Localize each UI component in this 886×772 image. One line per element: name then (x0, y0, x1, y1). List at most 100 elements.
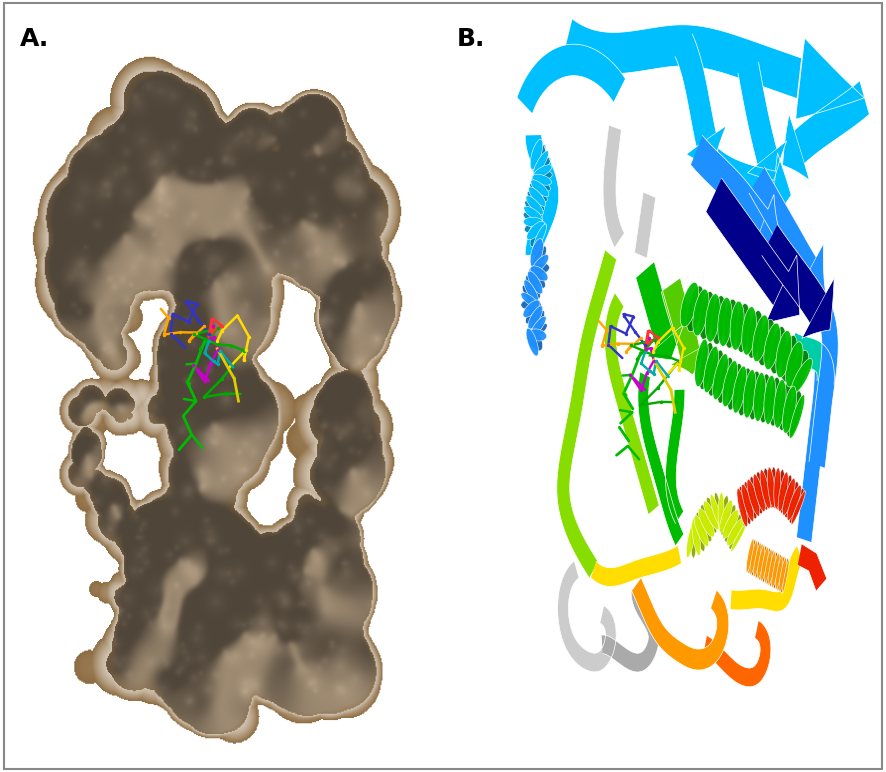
Polygon shape (748, 141, 787, 180)
Ellipse shape (705, 294, 720, 342)
Ellipse shape (530, 183, 548, 201)
Polygon shape (661, 278, 700, 359)
Ellipse shape (748, 540, 756, 574)
Ellipse shape (531, 263, 549, 274)
Ellipse shape (764, 468, 773, 508)
Ellipse shape (526, 328, 539, 356)
Ellipse shape (742, 484, 754, 522)
Polygon shape (525, 135, 559, 256)
Ellipse shape (773, 380, 786, 428)
Ellipse shape (789, 489, 804, 523)
Polygon shape (517, 44, 626, 113)
Ellipse shape (699, 343, 713, 390)
Text: A.: A. (19, 27, 49, 51)
Ellipse shape (703, 346, 719, 393)
Ellipse shape (749, 371, 761, 420)
Ellipse shape (760, 469, 771, 509)
Ellipse shape (758, 374, 771, 423)
Ellipse shape (529, 187, 546, 206)
Ellipse shape (524, 217, 543, 227)
Ellipse shape (775, 556, 783, 590)
Ellipse shape (711, 296, 727, 344)
Ellipse shape (531, 180, 548, 197)
Ellipse shape (718, 493, 724, 530)
Polygon shape (709, 148, 775, 208)
Ellipse shape (753, 543, 761, 577)
Ellipse shape (754, 373, 766, 422)
Ellipse shape (752, 315, 769, 362)
Polygon shape (603, 126, 624, 248)
Ellipse shape (747, 310, 763, 358)
Ellipse shape (781, 475, 792, 513)
Ellipse shape (522, 286, 538, 306)
Polygon shape (557, 561, 616, 672)
Ellipse shape (532, 171, 552, 181)
Ellipse shape (772, 554, 780, 587)
Ellipse shape (753, 474, 766, 512)
Polygon shape (809, 308, 838, 468)
Ellipse shape (766, 550, 773, 584)
Ellipse shape (527, 271, 543, 294)
Ellipse shape (530, 323, 548, 338)
Ellipse shape (778, 472, 789, 511)
Ellipse shape (693, 289, 709, 336)
Ellipse shape (781, 559, 789, 593)
Ellipse shape (770, 327, 786, 374)
Ellipse shape (526, 328, 542, 351)
Ellipse shape (746, 539, 754, 573)
Ellipse shape (693, 518, 705, 551)
Ellipse shape (738, 368, 751, 416)
Ellipse shape (787, 391, 802, 437)
Polygon shape (632, 578, 729, 670)
Ellipse shape (742, 306, 757, 355)
Ellipse shape (755, 543, 763, 578)
Ellipse shape (759, 546, 766, 580)
Polygon shape (638, 372, 684, 546)
Ellipse shape (533, 151, 548, 175)
Ellipse shape (530, 222, 546, 247)
Ellipse shape (526, 222, 545, 239)
Polygon shape (647, 324, 684, 360)
Ellipse shape (751, 542, 759, 576)
Ellipse shape (791, 491, 805, 525)
Polygon shape (797, 544, 827, 591)
Ellipse shape (719, 496, 728, 531)
Ellipse shape (771, 467, 778, 508)
Polygon shape (751, 195, 782, 255)
Ellipse shape (692, 520, 701, 556)
Polygon shape (750, 167, 816, 285)
Ellipse shape (781, 335, 797, 382)
Ellipse shape (524, 206, 542, 221)
Polygon shape (636, 262, 674, 348)
Ellipse shape (703, 501, 719, 530)
Polygon shape (706, 178, 789, 306)
Ellipse shape (770, 552, 778, 587)
Ellipse shape (718, 357, 733, 403)
Ellipse shape (787, 485, 801, 520)
Ellipse shape (528, 306, 543, 329)
Ellipse shape (525, 275, 540, 299)
Polygon shape (703, 621, 771, 687)
Ellipse shape (776, 330, 792, 378)
Ellipse shape (725, 515, 742, 542)
Ellipse shape (761, 547, 768, 581)
Polygon shape (802, 278, 834, 338)
Ellipse shape (694, 516, 709, 547)
Ellipse shape (524, 212, 542, 223)
Ellipse shape (532, 177, 550, 191)
Polygon shape (795, 243, 826, 300)
Ellipse shape (708, 350, 724, 396)
Ellipse shape (723, 510, 739, 538)
Ellipse shape (791, 358, 812, 394)
Ellipse shape (724, 300, 738, 348)
Ellipse shape (750, 476, 763, 514)
Ellipse shape (532, 174, 552, 185)
Ellipse shape (767, 467, 775, 508)
Ellipse shape (533, 157, 550, 177)
Ellipse shape (744, 482, 757, 519)
Ellipse shape (521, 299, 540, 310)
Ellipse shape (733, 366, 747, 413)
Polygon shape (634, 192, 656, 258)
Ellipse shape (779, 557, 787, 592)
Ellipse shape (533, 164, 552, 178)
